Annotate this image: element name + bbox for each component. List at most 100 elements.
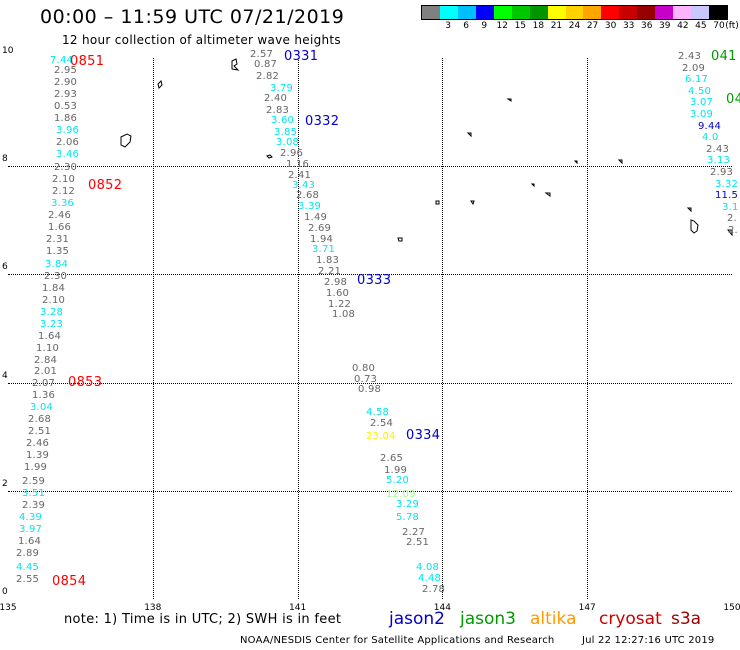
generated-timestamp: Jul 22 12:27:16 UTC 2019 bbox=[582, 635, 715, 646]
swh-value: 11.5 bbox=[715, 190, 739, 202]
swh-value: 2.12 bbox=[52, 186, 76, 197]
y-axis-tick-label: 0 bbox=[2, 587, 8, 597]
y-axis-tick-label: 8 bbox=[2, 154, 8, 165]
swh-value: 3.46 bbox=[56, 149, 80, 160]
pass-time-label: 0332 bbox=[305, 114, 340, 129]
island-outline bbox=[120, 133, 132, 148]
color-scale-label: 18 bbox=[532, 21, 545, 31]
swh-value: 3.23 bbox=[40, 319, 64, 330]
swh-value: 3.43 bbox=[292, 180, 316, 191]
color-swatch bbox=[673, 6, 692, 19]
island-outline bbox=[544, 192, 551, 197]
color-scale-label: 12 bbox=[496, 21, 508, 31]
credit-line: NOAA/NESDIS Center for Satellite Applica… bbox=[240, 635, 555, 646]
swh-value: 7.44 bbox=[50, 55, 74, 66]
swh-value: 1.08 bbox=[332, 309, 356, 320]
swh-value: 4.08 bbox=[416, 562, 440, 573]
swh-value: 2.89 bbox=[16, 548, 40, 559]
color-scale-label: 39 bbox=[659, 21, 671, 31]
color-swatch bbox=[691, 6, 709, 19]
gridline-vertical bbox=[442, 58, 444, 599]
x-axis-tick-label: 141 bbox=[289, 603, 307, 613]
island-outline bbox=[686, 207, 692, 213]
color-swatch bbox=[565, 6, 584, 19]
color-scale-label: 3 bbox=[445, 21, 451, 31]
swh-value: 2.57 bbox=[250, 49, 274, 60]
color-swatch bbox=[493, 6, 512, 19]
color-scale-label: 21 bbox=[550, 21, 563, 31]
swh-value: 2.68 bbox=[28, 414, 52, 425]
satellite-legend-jason3: jason3 bbox=[460, 609, 516, 629]
island-outline bbox=[726, 229, 733, 237]
swh-value: 2.68 bbox=[296, 190, 320, 201]
swh-value: 2.31 bbox=[46, 234, 70, 245]
x-axis-tick-label: 138 bbox=[144, 603, 162, 613]
island-outline bbox=[573, 160, 578, 165]
swh-value: 2.93 bbox=[54, 89, 78, 100]
swh-value: 2.69 bbox=[308, 223, 332, 234]
swh-value: 3.1 bbox=[722, 201, 739, 213]
swh-value: 2.07 bbox=[32, 378, 56, 389]
swh-value: 1.35 bbox=[46, 246, 70, 257]
island-outline bbox=[266, 154, 273, 159]
swh-value: 2.41 bbox=[288, 170, 312, 181]
swh-value: 3.84 bbox=[45, 259, 69, 270]
swh-value: 23.04 bbox=[366, 431, 396, 442]
x-axis-tick-label: 147 bbox=[578, 603, 596, 613]
color-scale-label: 9 bbox=[481, 21, 488, 31]
island-outline bbox=[231, 58, 240, 71]
swh-value: 2.96 bbox=[280, 148, 304, 159]
swh-value: 4.45 bbox=[16, 562, 40, 573]
color-swatch bbox=[422, 6, 440, 19]
swh-value: 1.36 bbox=[32, 390, 56, 401]
color-swatch bbox=[457, 6, 476, 19]
x-axis-tick-label: 150 bbox=[723, 603, 740, 613]
swh-value: 2.54 bbox=[370, 418, 394, 429]
swh-value: 3.08 bbox=[276, 137, 300, 148]
gridline-horizontal bbox=[8, 382, 732, 384]
swh-value: 4.0 bbox=[702, 132, 719, 144]
swh-value: 2.51 bbox=[406, 537, 430, 548]
swh-value: 3.07 bbox=[690, 97, 714, 109]
swh-value: 1.39 bbox=[26, 450, 50, 461]
swh-value: 4.48 bbox=[418, 573, 442, 584]
color-swatch bbox=[709, 6, 727, 19]
gridline-vertical bbox=[152, 58, 154, 599]
page-title: 00:00 – 11:59 UTC 07/21/2019 bbox=[40, 6, 345, 28]
swh-value: 2.21 bbox=[318, 266, 342, 277]
island-outline bbox=[157, 80, 163, 89]
swh-value: 0.80 bbox=[352, 363, 376, 374]
color-scale-unit: (ft) bbox=[725, 21, 739, 31]
island-outline bbox=[506, 98, 512, 102]
swh-value: 0.53 bbox=[54, 101, 78, 112]
pass-time-label: 0334 bbox=[406, 428, 441, 443]
swh-value: 2.78 bbox=[422, 584, 446, 595]
color-scale-label: 30 bbox=[604, 21, 617, 31]
swh-value: 1.99 bbox=[24, 462, 48, 473]
swh-value: 6.17 bbox=[685, 74, 709, 86]
color-swatch bbox=[475, 6, 494, 19]
swh-value: 4.50 bbox=[688, 85, 712, 97]
color-swatch bbox=[547, 6, 566, 19]
swh-value: 5.78 bbox=[396, 512, 420, 523]
swh-value: 2.82 bbox=[256, 71, 280, 82]
coastline-layer bbox=[120, 58, 733, 242]
swh-value: 1.10 bbox=[36, 343, 60, 354]
swh-value: 2.30 bbox=[44, 271, 68, 282]
swh-value: 3.51 bbox=[22, 488, 46, 499]
color-scale-label: 6 bbox=[463, 21, 470, 31]
island-outline bbox=[530, 183, 535, 188]
swh-value: 1.66 bbox=[48, 222, 72, 233]
color-swatch bbox=[601, 6, 620, 19]
swh-value: 0.87 bbox=[254, 59, 278, 70]
swh-value: 2.55 bbox=[16, 574, 40, 585]
gridline-horizontal bbox=[8, 274, 732, 276]
gridline-horizontal bbox=[8, 490, 732, 492]
swh-value: 2.01 bbox=[34, 366, 58, 377]
satellite-legend-jason2: jason2 bbox=[389, 609, 445, 629]
color-scale-label: 70 bbox=[713, 21, 725, 31]
swh-value: 2.59 bbox=[22, 476, 46, 487]
color-swatch bbox=[619, 6, 638, 19]
swh-value: 1.64 bbox=[38, 331, 62, 342]
swh-value: 2.09 bbox=[682, 62, 706, 74]
